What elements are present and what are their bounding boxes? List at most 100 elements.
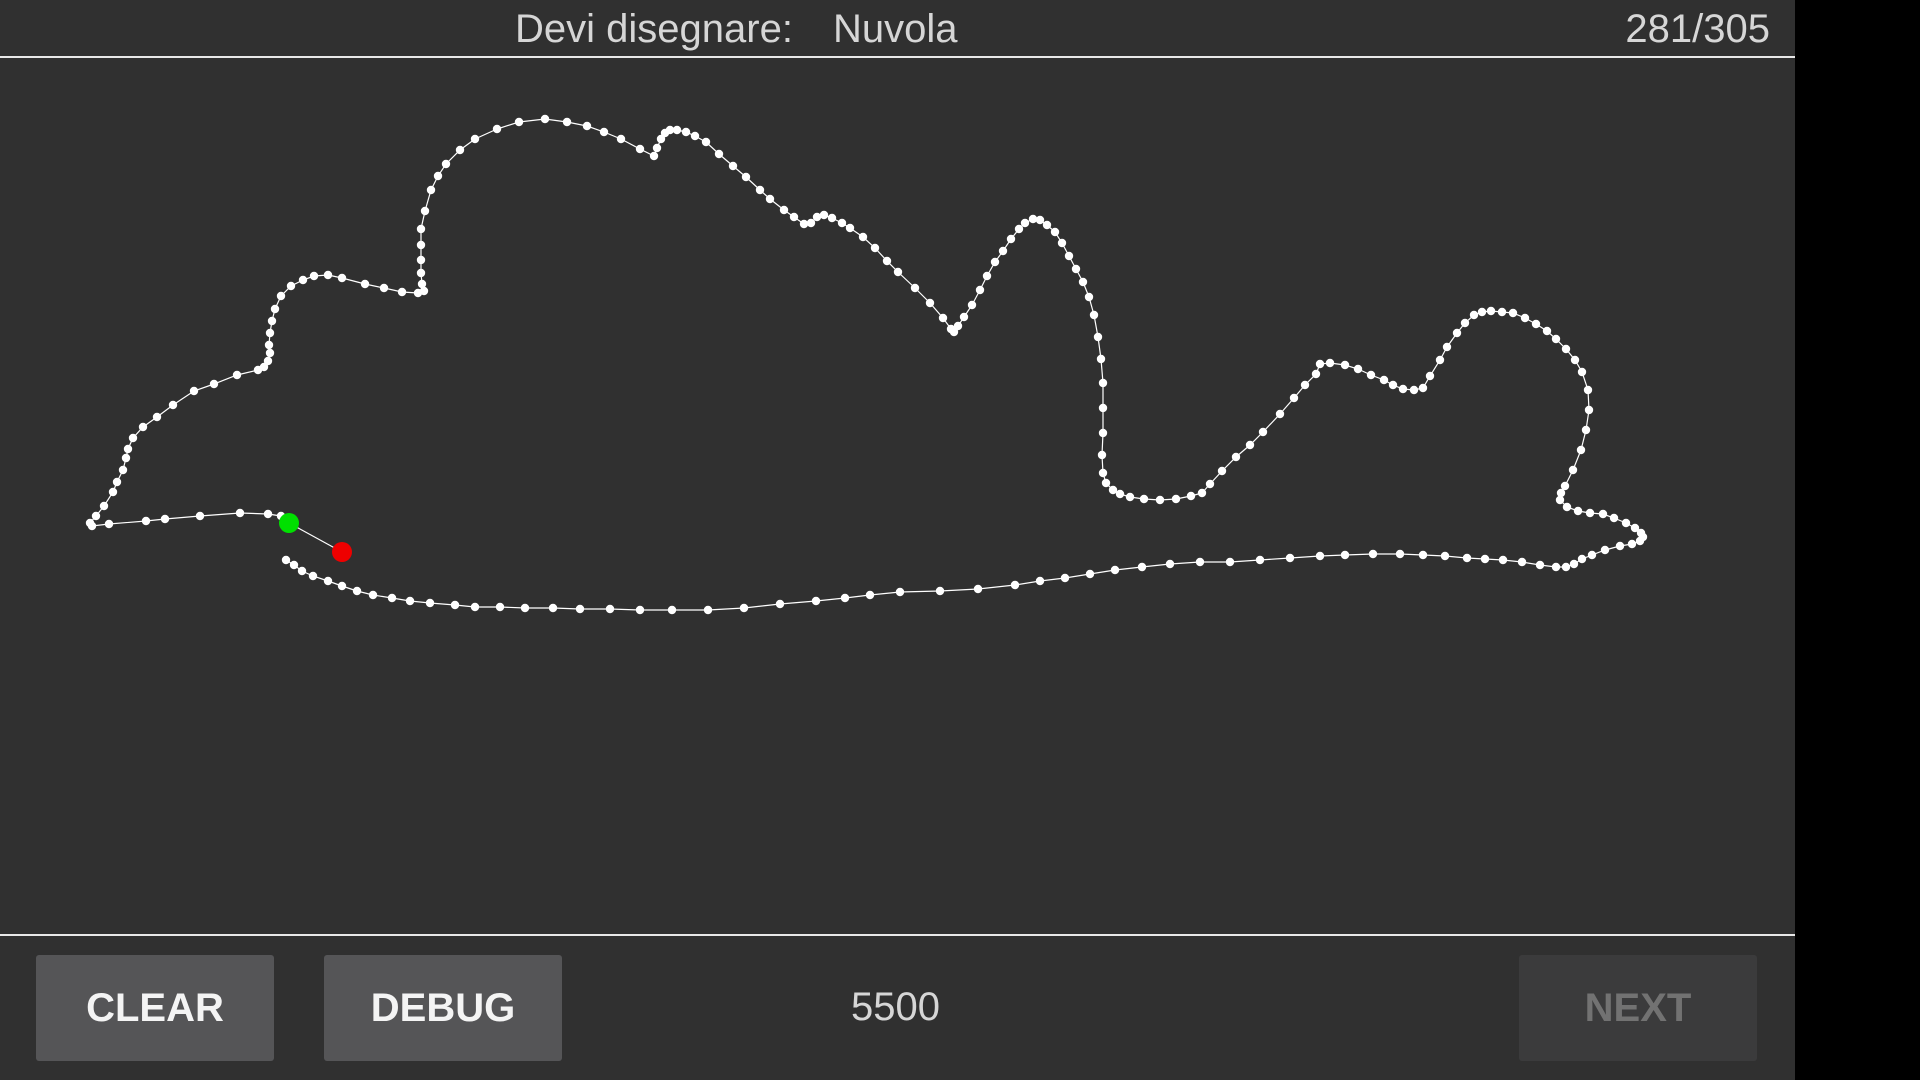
stroke-point [605, 604, 615, 614]
stroke-point [789, 212, 799, 222]
drawing-app: Devi disegnare: Nuvola 281/305 CLEAR DEB… [0, 0, 1795, 1080]
stroke-point [1531, 319, 1541, 329]
score-value: 5500 [851, 985, 940, 1029]
stroke-point [416, 268, 426, 278]
stroke-point [681, 127, 691, 137]
debug-button[interactable]: DEBUG [324, 955, 562, 1061]
drawing-canvas[interactable] [0, 58, 1795, 934]
stroke-point [1561, 562, 1571, 572]
stroke-point [1568, 465, 1578, 475]
stroke-point [1425, 371, 1435, 381]
stroke-point [799, 219, 809, 229]
stroke-point [893, 267, 903, 277]
stroke-point [1587, 550, 1597, 560]
stroke-point [308, 571, 318, 581]
stroke-point [1186, 491, 1196, 501]
stroke-point [812, 212, 822, 222]
stroke-point [779, 205, 789, 215]
stroke-point [975, 285, 985, 295]
stroke-point [1020, 218, 1030, 228]
stroke-points [85, 114, 1648, 615]
stroke-point [599, 127, 609, 137]
stroke-tail [288, 522, 343, 553]
stroke-point [1477, 307, 1487, 317]
stroke-point [1418, 383, 1428, 393]
stroke-point [1315, 551, 1325, 561]
stroke-point [99, 501, 109, 511]
stroke-point [514, 117, 524, 127]
stroke-point [1006, 234, 1016, 244]
stroke-point [562, 117, 572, 127]
stroke-point [1570, 355, 1580, 365]
stroke-point [1561, 344, 1571, 354]
stroke-point [1497, 307, 1507, 317]
stroke-point [703, 605, 713, 615]
stroke-point [635, 144, 645, 154]
stroke-layer [89, 118, 1644, 611]
stroke-point [263, 509, 273, 519]
progress-counter: 281/305 [1625, 7, 1770, 51]
stroke-point [1098, 428, 1108, 438]
stroke-point [379, 283, 389, 293]
stroke-point [1165, 559, 1175, 569]
stroke-point [1551, 334, 1561, 344]
stroke-point [967, 300, 977, 310]
stroke-point [264, 340, 274, 350]
stroke-point [1035, 215, 1045, 225]
stroke-point [152, 412, 162, 422]
header-bar: Devi disegnare: Nuvola 281/305 [0, 0, 1795, 58]
stroke-point [1517, 557, 1527, 567]
stroke-point [1315, 359, 1325, 369]
stroke-point [982, 271, 992, 281]
stroke-point [882, 256, 892, 266]
stroke-point [690, 131, 700, 141]
stroke-point [112, 477, 122, 487]
stroke-point [1630, 523, 1640, 533]
stroke-point [895, 587, 905, 597]
stroke-point [1085, 569, 1095, 579]
stroke-point [741, 172, 751, 182]
stroke-point [1535, 560, 1545, 570]
stroke-point [1258, 427, 1268, 437]
stroke-point [289, 560, 299, 570]
stroke-point [104, 519, 114, 529]
stroke-point [1057, 238, 1067, 248]
clear-button[interactable]: CLEAR [36, 955, 274, 1061]
stroke-point [352, 586, 362, 596]
stroke-point [1042, 220, 1052, 230]
stroke-point [1245, 440, 1255, 450]
stroke-point [990, 257, 1000, 267]
stroke-point [1520, 313, 1530, 323]
stroke-point [1093, 332, 1103, 342]
stroke-point [819, 210, 829, 220]
stroke-point [1585, 508, 1595, 518]
stroke-point [1569, 559, 1579, 569]
stroke-point [1452, 328, 1462, 338]
stroke-point [1325, 358, 1335, 368]
stroke-point [1285, 553, 1295, 563]
stroke-point [1581, 425, 1591, 435]
stroke-point [1340, 360, 1350, 370]
stroke-point [714, 149, 724, 159]
stroke-point [416, 255, 426, 265]
stroke-point [455, 145, 465, 155]
stroke-point [1353, 364, 1363, 374]
stroke-point [1050, 227, 1060, 237]
stroke-point [1418, 550, 1428, 560]
stroke-point [416, 240, 426, 250]
stroke-point [1225, 557, 1235, 567]
stroke-point [121, 453, 131, 463]
stroke-point [263, 356, 273, 366]
stroke-point [739, 603, 749, 613]
stroke-point [1137, 562, 1147, 572]
next-button[interactable]: NEXT [1519, 955, 1757, 1061]
prompt-label: Devi disegnare: [515, 7, 793, 51]
stroke-path [89, 118, 1644, 611]
stroke-point [298, 275, 308, 285]
stroke-point [1078, 277, 1088, 287]
stroke-point [128, 433, 138, 443]
stroke-point [806, 218, 816, 228]
stroke-point [811, 596, 821, 606]
stroke-point [1542, 326, 1552, 336]
stroke-point [1440, 551, 1450, 561]
